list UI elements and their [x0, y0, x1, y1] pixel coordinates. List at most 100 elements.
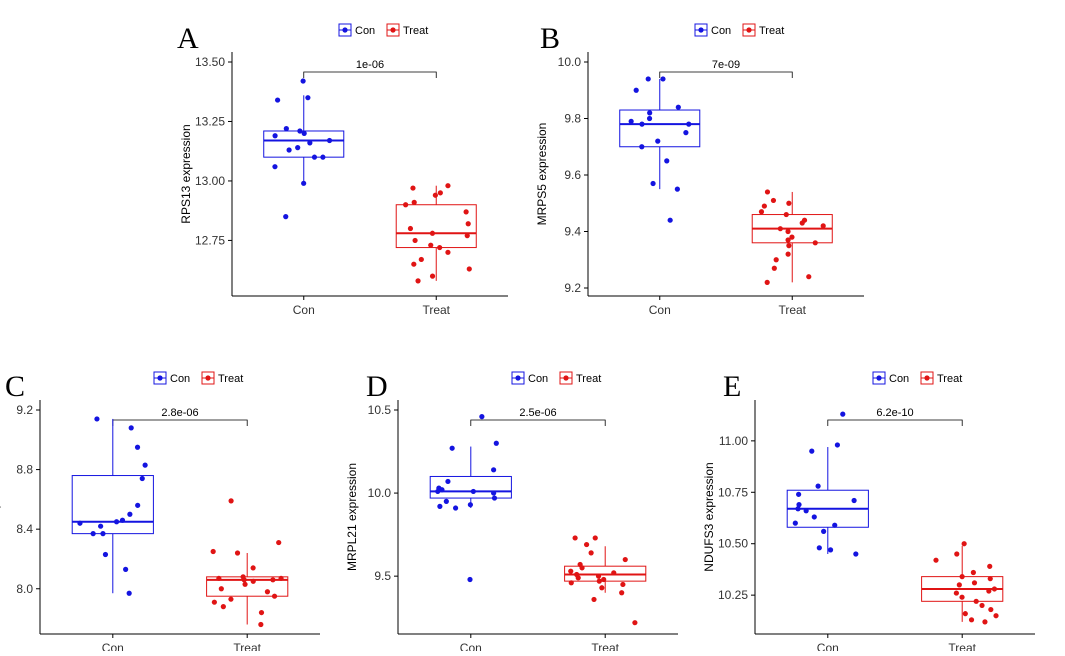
data-point — [783, 211, 789, 218]
box-group-treat — [751, 189, 833, 285]
legend: Con Treat — [694, 23, 784, 37]
data-point — [575, 575, 581, 581]
data-point — [305, 95, 311, 101]
x-tick-label: Con — [102, 641, 124, 651]
data-point — [432, 192, 438, 198]
data-point — [403, 202, 409, 208]
y-tick-label: 13.50 — [195, 55, 225, 69]
data-point — [234, 550, 241, 556]
panel-c: C Con Treat 8.0 8.4 8.8 9.2 Con Treat MRPL22 expr… — [0, 370, 320, 655]
panel-e: E Con Treat 10.25 10.50 10.75 11.00 Con Treat NDU… — [702, 370, 1035, 655]
data-point — [993, 613, 999, 619]
data-point — [645, 76, 651, 82]
y-tick-label: 10.75 — [718, 485, 748, 499]
data-point — [620, 581, 626, 588]
data-point — [786, 243, 792, 249]
data-point — [297, 128, 303, 134]
y-tick-label: 9.2 — [564, 281, 581, 295]
data-point — [959, 594, 965, 600]
y-axis-label: MRPS5 expression — [535, 123, 549, 226]
data-point — [954, 551, 960, 557]
significance-bracket — [303, 71, 437, 78]
data-point — [228, 498, 234, 504]
data-point — [250, 565, 256, 571]
data-point — [126, 590, 132, 596]
y-tick-label: 8.8 — [16, 463, 33, 477]
data-point — [491, 490, 497, 496]
data-point — [435, 488, 441, 495]
data-point — [228, 596, 234, 602]
data-point — [987, 576, 993, 582]
y-tick-label: 12.75 — [195, 233, 225, 247]
y-tick-label: 9.2 — [16, 403, 33, 417]
box-group-treat — [206, 498, 289, 628]
data-point — [632, 620, 638, 626]
data-point — [218, 586, 224, 592]
legend-key-dot-treat — [924, 375, 930, 381]
box-group-con — [71, 416, 154, 596]
data-point — [258, 609, 265, 616]
data-point — [812, 240, 818, 246]
data-point — [123, 566, 129, 572]
data-point — [851, 497, 857, 504]
data-point — [795, 506, 801, 512]
data-point — [592, 535, 598, 541]
y-tick-label: 13.25 — [195, 114, 225, 128]
significance-bracket — [112, 419, 248, 426]
data-point — [466, 266, 472, 272]
data-point — [437, 244, 443, 251]
data-point — [443, 498, 449, 504]
data-point — [588, 550, 594, 556]
data-point — [820, 223, 826, 229]
data-point — [128, 425, 134, 431]
data-point — [445, 249, 451, 255]
data-point — [639, 144, 645, 150]
y-axis-label: NDUFS3 expression — [702, 462, 716, 571]
legend-label-con: Con — [528, 373, 548, 385]
data-point — [933, 557, 939, 563]
p-value-label: 6.2e-10 — [876, 407, 913, 419]
y-tick-label: 11.00 — [719, 434, 748, 448]
legend-key-dot-treat — [746, 27, 752, 33]
data-point — [840, 411, 846, 417]
panel-a: A Con Treat 12.75 13.00 13.25 13.50 Con Treat RPS… — [177, 22, 508, 317]
data-point — [785, 251, 791, 257]
legend-label-treat: Treat — [576, 373, 601, 385]
legend-key-dot-con — [515, 375, 521, 381]
data-point — [599, 585, 605, 591]
y-tick-label: 10.5 — [368, 403, 392, 417]
box-group-treat — [921, 541, 1004, 625]
x-tick-label: Treat — [778, 303, 806, 317]
data-point — [686, 121, 692, 127]
y-tick-label: 9.5 — [374, 569, 391, 583]
data-point — [628, 118, 634, 124]
legend-key-dot-con — [876, 375, 882, 381]
y-tick-label: 10.0 — [558, 55, 582, 69]
data-point — [411, 199, 417, 205]
data-point — [988, 606, 994, 613]
data-point — [982, 619, 988, 625]
data-point — [956, 582, 962, 588]
data-point — [979, 602, 985, 609]
data-point — [806, 274, 812, 280]
box-group-treat — [395, 183, 477, 284]
data-point — [295, 145, 301, 151]
data-point — [77, 520, 83, 526]
data-point — [962, 611, 968, 617]
data-point — [220, 604, 226, 610]
data-point — [777, 226, 783, 232]
legend-label-con: Con — [711, 25, 731, 37]
data-point — [135, 502, 141, 508]
data-point — [437, 190, 443, 196]
data-point — [667, 217, 673, 223]
data-point — [98, 523, 104, 529]
data-point — [242, 581, 248, 587]
data-point — [816, 545, 822, 551]
data-point — [953, 590, 959, 596]
data-point — [445, 478, 451, 485]
data-point — [639, 121, 645, 127]
y-tick-label: 13.00 — [195, 174, 225, 188]
data-point — [272, 133, 278, 139]
data-point — [210, 548, 216, 555]
